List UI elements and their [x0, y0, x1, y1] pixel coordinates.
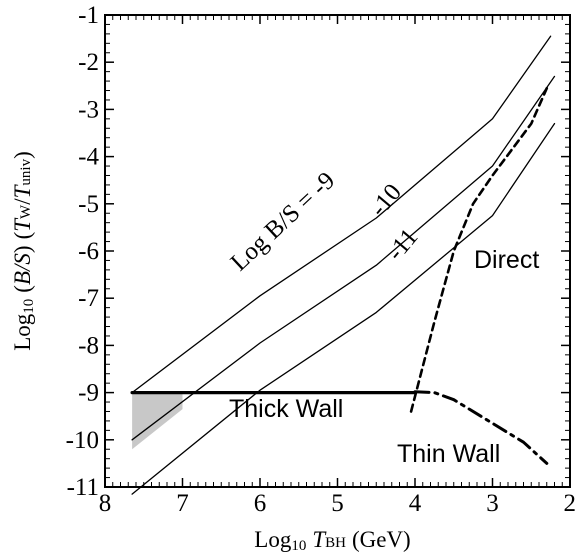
x-axis-title: Log10 TBH (GeV) — [254, 527, 410, 554]
thin-contour-line-2 — [131, 122, 556, 495]
y-axis-title-univ: univ — [18, 158, 34, 185]
y-tick-label-2: -3 — [78, 96, 99, 123]
thin-wall-dashdot-line-5 — [413, 390, 549, 465]
y-tick-label-4: -5 — [78, 191, 99, 218]
y-tick-label-6: -7 — [78, 285, 99, 312]
annotation-thick: Thick Wall — [229, 395, 343, 423]
x-tick-label-1: 7 — [176, 490, 189, 517]
y-axis-title-ratio: B/S — [10, 253, 35, 285]
annotation-direct: Direct — [474, 246, 539, 274]
y-axis-title-open2: ( — [10, 232, 35, 240]
x-tick-label-5: 3 — [486, 490, 499, 517]
x-axis-title-unit: (GeV) — [352, 527, 411, 552]
y-tick-label-3: -4 — [78, 144, 99, 171]
y-tick-label-9: -10 — [66, 427, 99, 454]
y-tick-label-1: -2 — [78, 49, 99, 76]
y-axis-title-t2: T — [10, 183, 35, 198]
x-tick-label-2: 6 — [254, 490, 267, 517]
ticks-layer — [104, 14, 571, 488]
x-tick-label-6: 2 — [564, 490, 577, 517]
y-tick-label-10: -11 — [67, 474, 99, 501]
series-layer — [130, 35, 556, 495]
y-axis-title-prefix: Log — [10, 313, 35, 351]
y-axis-title-close: ) — [10, 245, 35, 253]
y-axis-title-slash: / — [10, 198, 35, 205]
annotation-thin: Thin Wall — [397, 440, 500, 468]
y-axis-title-sub: 10 — [21, 299, 37, 314]
y-tick-label-8: -9 — [78, 380, 99, 407]
x-axis-title-var: T — [312, 527, 327, 552]
tick-labels-layer: 8 7 6 5 4 3 2 -1 -2 -3 -4 -5 -6 -7 -8 -9 -10 -11 — [66, 2, 576, 517]
x-tick-label-4: 4 — [409, 490, 422, 517]
x-axis-title-sub: 10 — [291, 538, 306, 554]
y-tick-label-7: -8 — [78, 332, 99, 359]
y-tick-label-5: -6 — [78, 238, 99, 265]
y-axis-title-close2: ) — [10, 151, 35, 159]
direct-dashed-line-4 — [409, 86, 549, 413]
x-tick-label-0: 8 — [99, 490, 112, 517]
thin-contour-line-1 — [131, 75, 556, 441]
y-axis-title-open: ( — [10, 285, 35, 293]
annotation-logbs: Log B/S = -9 — [226, 167, 341, 276]
y-axis-title-w: W — [18, 204, 34, 219]
y-axis-title-t1: T — [10, 217, 35, 232]
x-tick-label-3: 5 — [331, 490, 344, 517]
x-axis-title-var-sub: BH — [325, 535, 346, 551]
y-tick-label-0: -1 — [78, 2, 99, 29]
annotation-m10: -10 — [365, 179, 407, 222]
thin-contour-line-0 — [131, 35, 552, 394]
x-axis-title-prefix: Log — [254, 527, 292, 552]
y-axis-title: Log10(B/S)(TW/Tuniv) — [10, 151, 37, 351]
